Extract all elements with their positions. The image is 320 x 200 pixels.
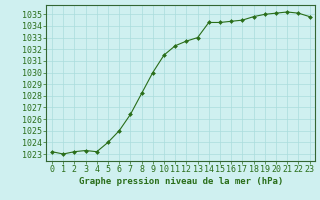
X-axis label: Graphe pression niveau de la mer (hPa): Graphe pression niveau de la mer (hPa) <box>79 177 283 186</box>
